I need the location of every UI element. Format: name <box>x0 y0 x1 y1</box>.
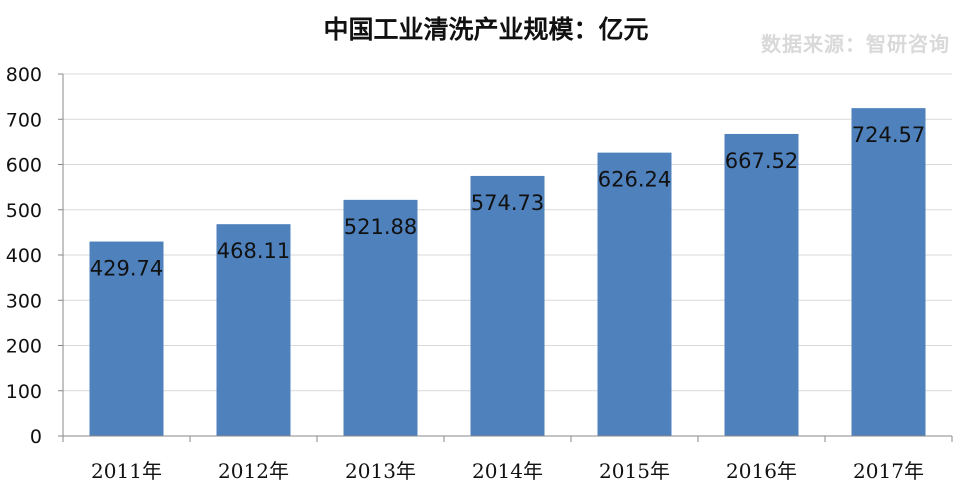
x-tick-label: 2012年 <box>218 459 289 483</box>
y-tick-label: 400 <box>6 245 42 267</box>
bar <box>470 175 545 436</box>
bar <box>216 224 291 436</box>
bar <box>597 152 672 436</box>
data-label: 521.88 <box>344 215 417 239</box>
y-tick-label: 300 <box>6 290 42 312</box>
labels: 0 100 200 300 400 500 600 700 800 429.74 2011年 468.… <box>6 64 926 483</box>
x-tick-label: 2017年 <box>853 459 924 483</box>
bars <box>89 108 926 436</box>
bar <box>851 108 926 436</box>
y-tick-label: 600 <box>6 155 42 177</box>
data-label: 626.24 <box>598 168 671 192</box>
bar <box>343 199 418 436</box>
source-watermark: 数据来源：智研咨询 <box>761 32 950 56</box>
data-label: 468.11 <box>217 239 290 263</box>
data-label: 724.57 <box>852 123 925 147</box>
x-tick-label: 2013年 <box>345 459 416 483</box>
y-tick-label: 700 <box>6 109 42 131</box>
axes <box>58 73 953 442</box>
chart-title: 中国工业清洗产业规模：亿元 <box>323 15 649 44</box>
bar <box>89 241 164 436</box>
data-label: 429.74 <box>90 257 163 281</box>
x-tick-label: 2016年 <box>726 459 797 483</box>
y-tick-label: 0 <box>30 426 42 448</box>
x-tick-label: 2014年 <box>472 459 543 483</box>
y-tick-label: 200 <box>6 336 42 358</box>
y-tick-label: 500 <box>6 200 42 222</box>
x-tick-label: 2015年 <box>599 459 670 483</box>
x-tick-label: 2011年 <box>91 459 162 483</box>
y-tick-label: 100 <box>6 381 42 403</box>
data-label: 574.73 <box>471 191 544 215</box>
bar <box>724 133 799 436</box>
data-label: 667.52 <box>725 149 798 173</box>
y-tick-label: 800 <box>6 64 42 86</box>
